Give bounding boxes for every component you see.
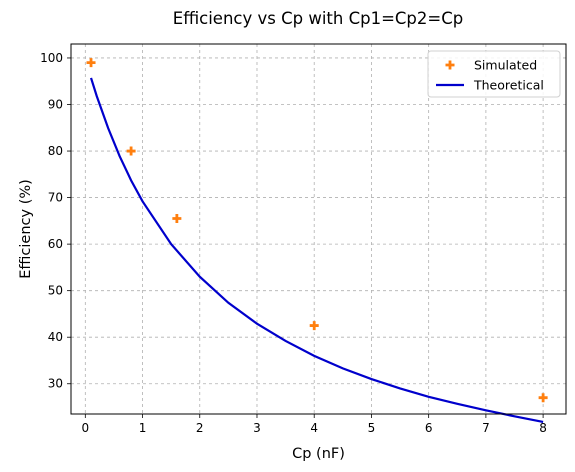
x-tick-label: 5 [368, 421, 376, 435]
x-tick-label: 3 [253, 421, 261, 435]
x-tick-label: 4 [310, 421, 318, 435]
y-tick-label: 90 [48, 98, 63, 112]
legend-marker-simulated [445, 60, 455, 70]
y-axis-label: Efficiency (%) [18, 179, 34, 279]
legend-label: Theoretical [473, 78, 544, 93]
simulated-point [172, 214, 182, 224]
plot-frame [70, 43, 567, 415]
x-axis-label: Cp (nF) [292, 446, 345, 462]
y-tick-label: 40 [48, 330, 63, 344]
x-tick-label: 2 [196, 421, 204, 435]
series-line-theoretical [89, 77, 544, 423]
y-tick-label: 30 [48, 377, 63, 391]
legend: Simulated Theoretical [427, 50, 561, 98]
y-tick-label: 80 [48, 144, 63, 158]
x-tick-label: 7 [482, 421, 490, 435]
simulated-point [86, 58, 96, 68]
x-tick-label: 1 [139, 421, 147, 435]
plot-series [86, 58, 548, 423]
y-tick-label: 50 [48, 284, 63, 298]
x-tick-label: 0 [81, 421, 89, 435]
grid-lines [71, 44, 566, 414]
simulated-point [309, 321, 319, 331]
simulated-point [126, 146, 136, 156]
y-tick-label: 70 [48, 191, 63, 205]
y-tick-label: 60 [48, 237, 63, 251]
x-tick-label: 8 [539, 421, 547, 435]
legend-label: Simulated [474, 58, 537, 73]
y-tick-label: 100 [40, 51, 63, 65]
chart-title: Efficiency vs Cp with Cp1=Cp2=Cp [173, 9, 463, 28]
x-tick-label: 6 [425, 421, 433, 435]
simulated-point [538, 393, 548, 403]
axis-ticks: 0 1 2 3 4 5 6 7 8 30 40 50 60 70 80 90 100 [40, 51, 547, 435]
